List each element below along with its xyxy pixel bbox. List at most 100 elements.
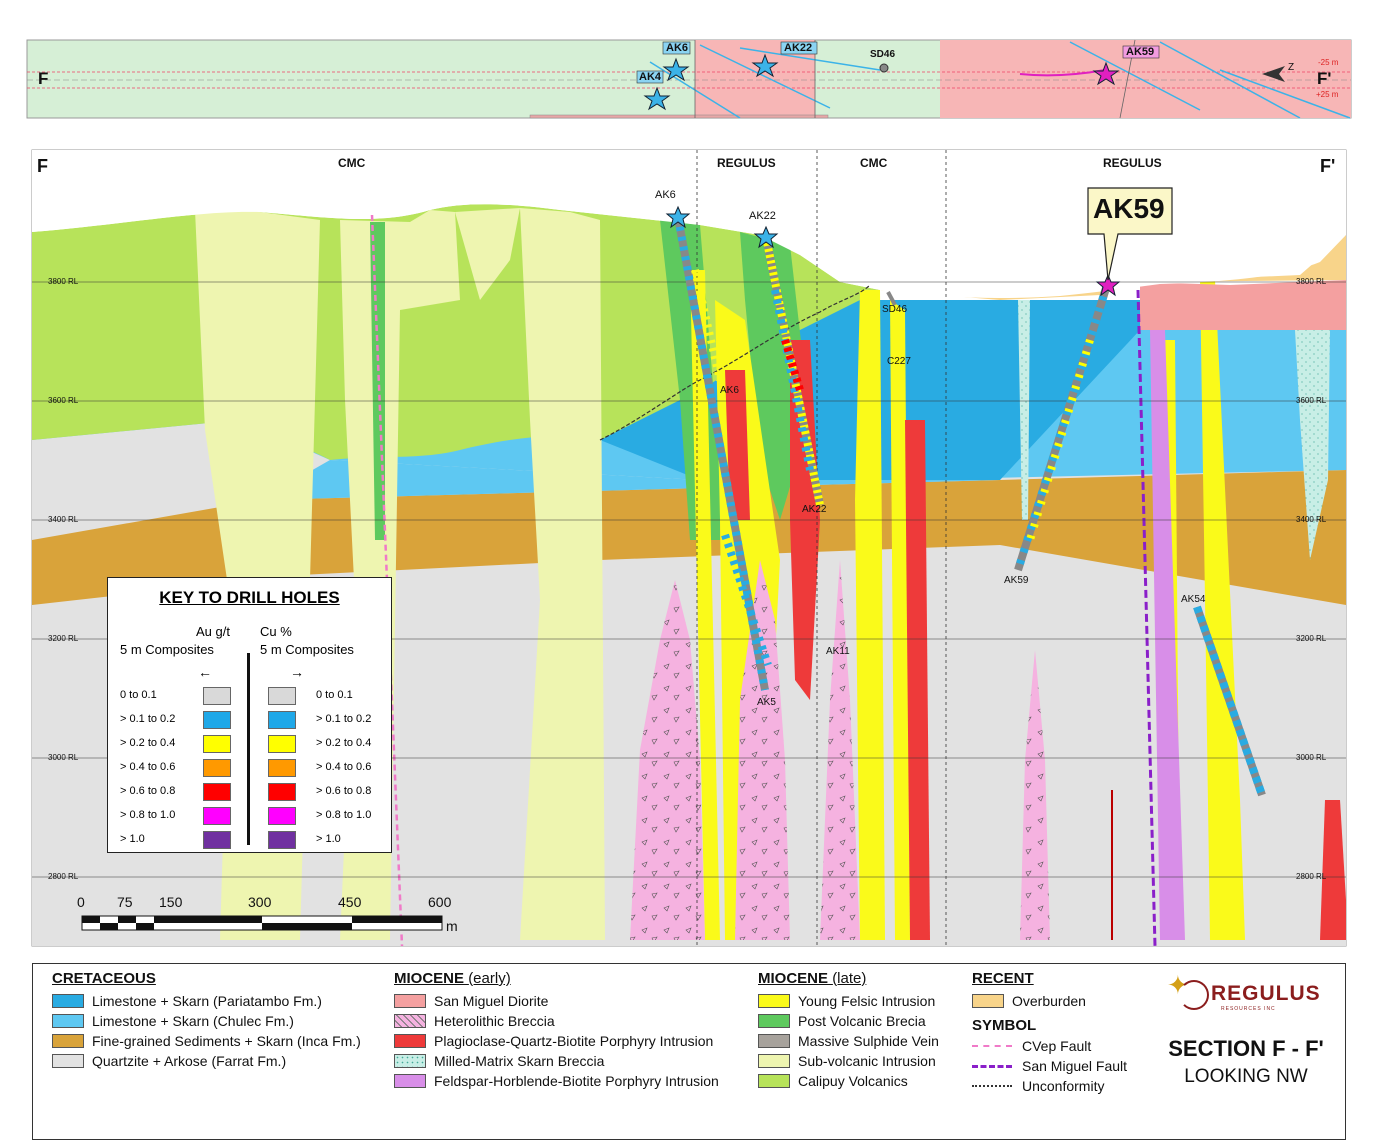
legend-item: Quartzite + Arkose (Farrat Fm.) <box>52 1051 361 1071</box>
drill-hole-label: AK6 <box>655 189 676 201</box>
zone-label: REGULUS <box>1103 156 1162 170</box>
legend-heading: CRETACEOUS <box>52 970 156 987</box>
left-arrow-icon: ← <box>198 664 212 680</box>
au-swatch <box>203 735 231 753</box>
au-header-sub: 5 m Composites <box>120 642 214 657</box>
legend-heading: RECENT <box>972 970 1034 987</box>
legend-swatch <box>52 1034 84 1048</box>
drill-hole-label: C227 <box>887 356 911 367</box>
legend-swatch <box>394 1014 426 1028</box>
section-title: SECTION F - F' <box>1168 1036 1324 1061</box>
au-swatch <box>203 687 231 705</box>
plan-hole-label: AK59 <box>1126 46 1155 58</box>
regulus-logo-icon <box>1179 980 1209 1010</box>
lithology-legend: CRETACEOUS Limestone + Skarn (Pariatambo… <box>32 963 1346 1140</box>
legend-swatch <box>758 1014 790 1028</box>
zone-label: REGULUS <box>717 156 776 170</box>
rl-label-left: 2800 RL <box>48 872 79 881</box>
legend-item: Milled-Matrix Skarn Breccia <box>394 1051 719 1071</box>
legend-swatch <box>758 1074 790 1088</box>
key-row-label-au: > 0.6 to 0.8 <box>120 785 176 797</box>
rl-label-right: 3800 RL <box>1296 277 1327 286</box>
legend-item: Limestone + Skarn (Chulec Fm.) <box>52 1011 361 1031</box>
scale-tick: 0 <box>77 894 85 910</box>
legend-heading: MIOCENE (late) <box>758 970 867 987</box>
rl-label-right: 3200 RL <box>1296 634 1327 643</box>
rl-label-left: 3800 RL <box>48 277 79 286</box>
cu-header: Cu % <box>260 624 292 639</box>
drill-hole-label: AK5 <box>757 697 776 708</box>
legend-item: Heterolithic Breccia <box>394 1011 719 1031</box>
legend-recent: RECENT Overburden SYMBOL CVep Fault San … <box>972 970 1127 1096</box>
plan-hole-label: AK6 <box>666 42 689 54</box>
key-row-label-cu: > 0.2 to 0.4 <box>316 737 372 749</box>
plan-ak59-marker <box>1092 61 1120 86</box>
ak59-callout-label: AK59 <box>1093 193 1165 224</box>
legend-swatch <box>758 994 790 1008</box>
key-row-label-cu: > 1.0 <box>316 833 341 845</box>
logo-tagline: RESOURCES INC <box>1221 1006 1276 1012</box>
scale-tick: 75 <box>117 894 133 910</box>
legend-cretaceous: CRETACEOUS Limestone + Skarn (Pariatambo… <box>52 970 361 1071</box>
plan-hole-label: SD46 <box>870 49 896 60</box>
plan-view <box>26 39 1352 119</box>
plan-sd46-marker <box>879 63 889 73</box>
rl-label-left: 3400 RL <box>48 515 79 524</box>
plan-ak22-marker <box>751 53 779 78</box>
drill-hole-key: KEY TO DRILL HOLES Au g/t 5 m Composites… <box>107 577 392 853</box>
legend-item: Sub-volcanic Intrusion <box>758 1051 939 1071</box>
section-left-label: F <box>37 156 48 176</box>
cu-swatch <box>268 807 296 825</box>
drill-hole-label: AK22 <box>749 210 776 222</box>
cu-swatch <box>268 711 296 729</box>
rl-label-right: 3000 RL <box>1296 753 1327 762</box>
ak59-collar-marker <box>1095 273 1121 297</box>
key-row: > 1.0 > 1.0 <box>108 829 391 851</box>
logo-name: REGULUS <box>1211 982 1321 1005</box>
north-arrow-icon <box>1262 66 1285 82</box>
scale-tick: 600 <box>428 894 452 910</box>
drill-hole-label: AK22 <box>802 504 827 515</box>
key-row-label-au: > 0.1 to 0.2 <box>120 713 176 725</box>
plan-right-label: F' <box>1317 69 1332 88</box>
plan-ak6-marker <box>662 57 690 82</box>
au-swatch <box>203 759 231 777</box>
legend-swatch <box>394 1074 426 1088</box>
unconformity-symbol <box>972 1085 1012 1087</box>
au-swatch <box>203 711 231 729</box>
rl-label-right: 3400 RL <box>1296 515 1327 524</box>
legend-item: Calipuy Volcanics <box>758 1071 939 1091</box>
key-row-label-cu: > 0.4 to 0.6 <box>316 761 372 773</box>
key-row-label-cu: > 0.1 to 0.2 <box>316 713 372 725</box>
drill-hole-label: AK6 <box>720 385 739 396</box>
legend-item: CVep Fault <box>972 1036 1127 1056</box>
rl-label-left: 3000 RL <box>48 753 79 762</box>
rl-label-left: 3600 RL <box>48 396 79 405</box>
legend-heading: MIOCENE (early) <box>394 970 511 987</box>
au-swatch <box>203 783 231 801</box>
key-title: KEY TO DRILL HOLES <box>159 588 340 607</box>
cu-swatch <box>268 735 296 753</box>
legend-swatch <box>394 1034 426 1048</box>
legend-item: Overburden <box>972 991 1127 1011</box>
legend-item: Feldspar-Horblende-Biotite Porphyry Intr… <box>394 1071 719 1091</box>
key-row-label-cu: > 0.8 to 1.0 <box>316 809 372 821</box>
scale-tick: 150 <box>159 894 183 910</box>
plan-minus-label: -25 m <box>1318 58 1339 67</box>
legend-swatch <box>758 1054 790 1068</box>
section-subtitle: LOOKING NW <box>1184 1066 1308 1087</box>
key-row-label-au: > 1.0 <box>120 833 145 845</box>
key-divider <box>247 653 250 845</box>
key-row-label-au: > 0.4 to 0.6 <box>120 761 176 773</box>
title-block: ✦ REGULUS RESOURCES INC SECTION F - F' L… <box>1153 968 1343 1138</box>
legend-item: San Miguel Fault <box>972 1056 1127 1076</box>
ak6-collar-marker <box>665 205 691 229</box>
scale-tick: 300 <box>248 894 272 910</box>
scale-unit: m <box>446 918 458 934</box>
section-right-label: F' <box>1320 156 1336 176</box>
cu-swatch <box>268 687 296 705</box>
scale-tick: 450 <box>338 894 362 910</box>
cu-swatch <box>268 783 296 801</box>
legend-swatch <box>758 1034 790 1048</box>
key-row: > 0.8 to 1.0 > 0.8 to 1.0 <box>108 805 391 827</box>
